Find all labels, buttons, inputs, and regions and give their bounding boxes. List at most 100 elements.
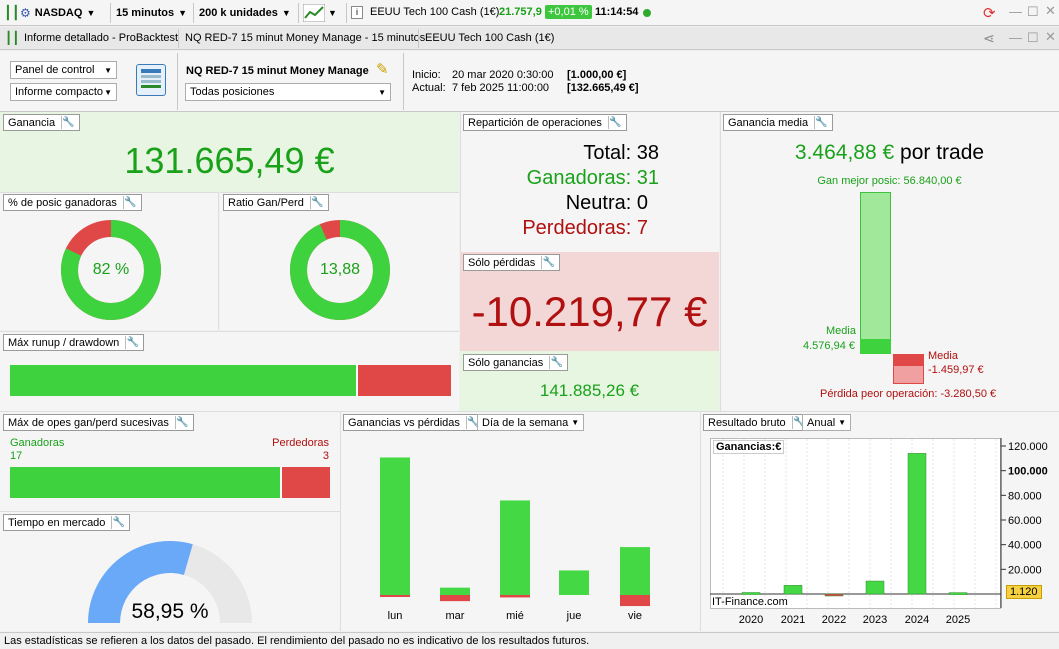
timeframe-dropdown[interactable]: 15 minutos ▼ (116, 3, 187, 23)
win-pct-arc (61, 220, 161, 320)
avg-title: Ganancia media 🔧 (723, 114, 834, 131)
gain-value: 131.665,49 € (124, 140, 335, 181)
refresh-icon[interactable]: ⟳ (983, 5, 996, 22)
year-label: 2023 (863, 614, 887, 626)
win-row: Ganadoras: 31 (460, 167, 659, 190)
instrument-name: EEUU Tech 100 Cash (1€) (370, 6, 500, 18)
wrench-icon[interactable]: 🔧 (309, 196, 324, 209)
chart-type-button[interactable]: ▼ (303, 3, 343, 23)
loss-media-value: -1.459,97 € (928, 364, 984, 376)
ratio-title: Ratio Gan/Perd 🔧 (223, 194, 329, 211)
category-label: jue (566, 610, 582, 622)
bruto-select[interactable]: Anual ▼ (802, 414, 852, 431)
y-tick-label: 20.000 (1008, 564, 1042, 576)
gvp-select[interactable]: Día de la semana ▼ (477, 414, 585, 431)
loss-bar (440, 595, 470, 602)
category-label: mié (506, 610, 524, 622)
wrench-icon[interactable]: 🔧 (122, 196, 137, 209)
footer-bar (0, 632, 1059, 649)
start-value: [1.000,00 €] (567, 69, 627, 81)
avg-value: 3.464,88 € (794, 141, 895, 164)
wrench-icon[interactable]: 🔧 (174, 416, 189, 429)
clock-time: 11:14:54 (595, 6, 639, 18)
ratio-value: 13,88 (319, 261, 361, 278)
gains-only-title: Sólo ganancias 🔧 (463, 354, 569, 371)
y-tick-label: 100.000 (1008, 466, 1048, 478)
wrench-icon[interactable]: 🔧 (791, 416, 806, 429)
category-label: vie (628, 610, 642, 622)
gain-bar (620, 547, 650, 595)
wrench-icon[interactable]: 🔧 (61, 116, 75, 129)
consec-bar (10, 467, 330, 498)
category-label: lun (388, 610, 403, 622)
consec-win-value: 17 (10, 450, 23, 462)
info-icon[interactable]: i (351, 6, 363, 19)
report-select-value: Informe compacto (15, 86, 104, 98)
total-label: Total: (583, 142, 632, 164)
close-icon[interactable]: ✕ (1045, 29, 1056, 44)
category-label: mar (446, 610, 465, 622)
minimize-icon[interactable]: — (1009, 30, 1022, 45)
wrench-icon[interactable]: 🔧 (814, 116, 828, 129)
share-icon[interactable]: ⋖ (983, 30, 995, 46)
units-label: 200 k unidades (199, 7, 278, 19)
report-icon[interactable] (136, 64, 166, 96)
year-bar (741, 592, 761, 595)
losses-value: -10.219,77 € (471, 288, 708, 335)
change-badge: +0,01 % (545, 5, 592, 19)
gain-bar (440, 587, 470, 595)
y-tick-label: 120.000 (1008, 441, 1048, 453)
losses-title-text: Sólo pérdidas (468, 256, 536, 269)
minimize-icon[interactable]: — (1009, 4, 1022, 19)
system-name: NQ RED-7 15 minut Money Manage (186, 65, 369, 77)
y-tick-label: 60.000 (1008, 515, 1042, 527)
best-label: Gan mejor posic: 56.840,00 € (817, 175, 962, 187)
wrench-icon[interactable]: 🔧 (549, 356, 563, 369)
wrench-icon[interactable]: 🔧 (111, 516, 126, 529)
neutral-row: Neutra: 0 (460, 192, 648, 215)
runup-bar (10, 365, 451, 396)
bruto-title: Resultado bruto 🔧 (703, 414, 811, 431)
tab-system[interactable]: NQ RED-7 15 minut Money Manage - 15 minu… (185, 32, 426, 44)
avg-header: 3.464,88 € por trade (720, 141, 1059, 165)
year-label: 2025 (946, 614, 970, 626)
line-chart-icon (303, 4, 325, 22)
consec-fill (10, 467, 282, 498)
gains-only-title-text: Sólo ganancias (468, 356, 544, 369)
wrench-icon[interactable]: 🔧 (541, 256, 555, 269)
tab-instrument[interactable]: EEUU Tech 100 Cash (1€) (425, 32, 555, 44)
bruto-select-value: Anual (807, 416, 836, 429)
units-dropdown[interactable]: 200 k unidades ▼ (199, 3, 291, 23)
y-tick-label: 40.000 (1008, 540, 1042, 552)
distribution-title: Repartición de operaciones 🔧 (463, 114, 627, 131)
positions-select[interactable]: Todas posiciones ▼ (185, 83, 391, 101)
instrument-icon: ⚙ (20, 6, 31, 20)
report-select[interactable]: Informe compacto ▼ (10, 83, 117, 101)
tab-report[interactable]: Informe detallado - ProBacktest (24, 32, 179, 44)
maximize-icon[interactable]: ☐ (1027, 30, 1039, 45)
edit-icon[interactable]: ✎ (376, 61, 389, 78)
wrench-icon[interactable]: 🔧 (465, 416, 480, 429)
positions-select-value: Todas posiciones (190, 86, 275, 98)
ratio-arc (290, 220, 390, 320)
runup-title-text: Máx runup / drawdown (8, 336, 120, 349)
bars-icon[interactable]: ┃┃ (4, 5, 20, 20)
wrench-icon[interactable]: 🔧 (125, 336, 139, 349)
panel-select[interactable]: Panel de control ▼ (10, 61, 117, 79)
gain-bar (500, 500, 530, 595)
bruto-title-text: Resultado bruto (708, 416, 786, 429)
worst-bar (893, 365, 924, 384)
y-tick-label: 80.000 (1008, 490, 1042, 502)
wrench-icon[interactable]: 🔧 (607, 116, 622, 129)
consec-loss-value: 3 (322, 450, 329, 462)
consecutive-title: Máx de opes gan/perd sucesivas 🔧 (3, 414, 194, 431)
report-tab-icon: ┃┃ (5, 31, 20, 45)
panel-select-value: Panel de control (15, 64, 95, 76)
maximize-icon[interactable]: ☐ (1027, 4, 1039, 19)
year-label: 2024 (905, 614, 929, 626)
close-icon[interactable]: ✕ (1045, 3, 1056, 18)
market-dropdown[interactable]: ⚙ NASDAQ ▼ (20, 3, 108, 23)
best-bar (860, 192, 891, 354)
gvp-chart: lun mar mié jue vie (380, 457, 650, 622)
market-label: NASDAQ (34, 7, 83, 19)
